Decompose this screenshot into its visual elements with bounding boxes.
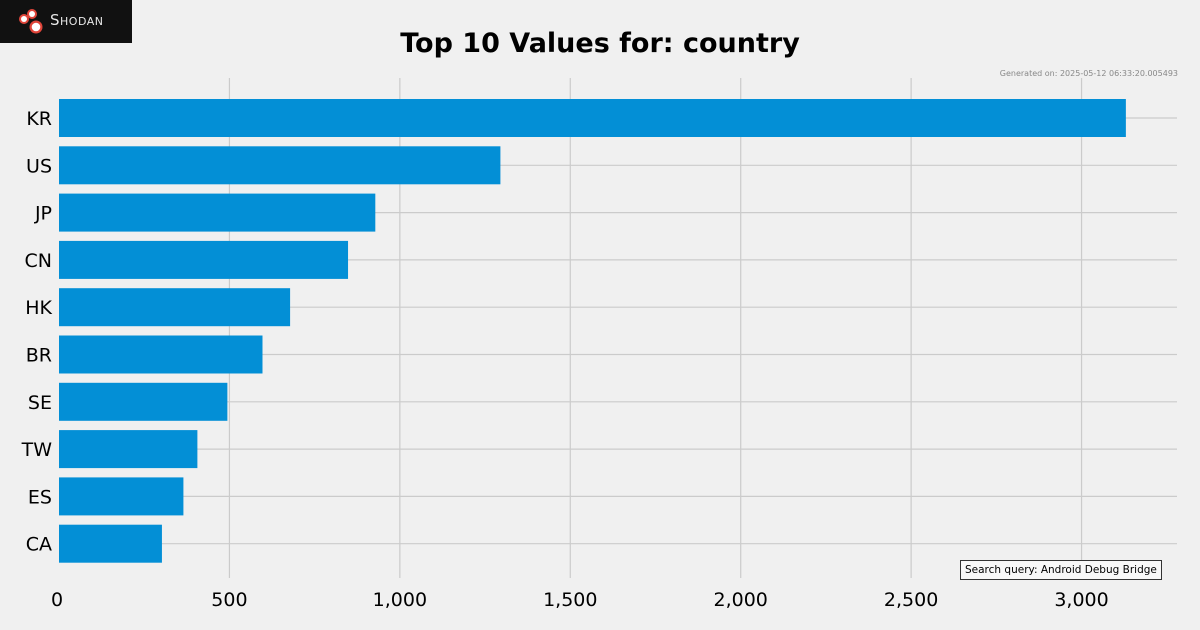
- y-tick-label: CA: [26, 534, 52, 556]
- x-tick-label: 1,500: [543, 589, 597, 611]
- x-tick-label: 2,500: [884, 589, 938, 611]
- y-tick-label: JP: [34, 203, 52, 225]
- generated-timestamp: Generated on: 2025-05-12 06:33:20.005493: [999, 69, 1178, 78]
- x-tick-label: 500: [211, 589, 247, 611]
- bar-tw: [59, 430, 198, 469]
- bar-hk: [59, 288, 291, 327]
- shodan-logo: Shodan: [0, 0, 132, 43]
- y-tick-label: ES: [28, 486, 52, 508]
- logo-text: Shodan: [50, 11, 104, 29]
- x-tick-label: 0: [51, 589, 63, 611]
- bar-kr: [59, 99, 1126, 137]
- x-tick-label: 1,000: [373, 589, 427, 611]
- y-tick-label: US: [26, 155, 52, 177]
- search-query-label: Search query: Android Debug Bridge: [960, 560, 1162, 580]
- y-tick-label: CN: [25, 250, 52, 272]
- bar-jp: [59, 193, 376, 232]
- x-tick-label: 2,000: [714, 589, 768, 611]
- y-tick-label: BR: [26, 345, 52, 367]
- y-tick-label: HK: [25, 297, 52, 319]
- bar-cn: [59, 240, 349, 279]
- shodan-logo-icon: [19, 9, 43, 34]
- x-tick-label: 3,000: [1054, 589, 1108, 611]
- bar-us: [59, 146, 501, 185]
- bar-ca: [59, 524, 162, 563]
- y-tick-label: TW: [21, 439, 53, 461]
- y-tick-label: KR: [26, 108, 52, 130]
- bar-br: [59, 335, 263, 374]
- y-tick-label: SE: [28, 392, 52, 414]
- chart-title: Top 10 Values for: country: [400, 28, 800, 59]
- bar-se: [59, 382, 228, 421]
- bar-es: [59, 477, 184, 516]
